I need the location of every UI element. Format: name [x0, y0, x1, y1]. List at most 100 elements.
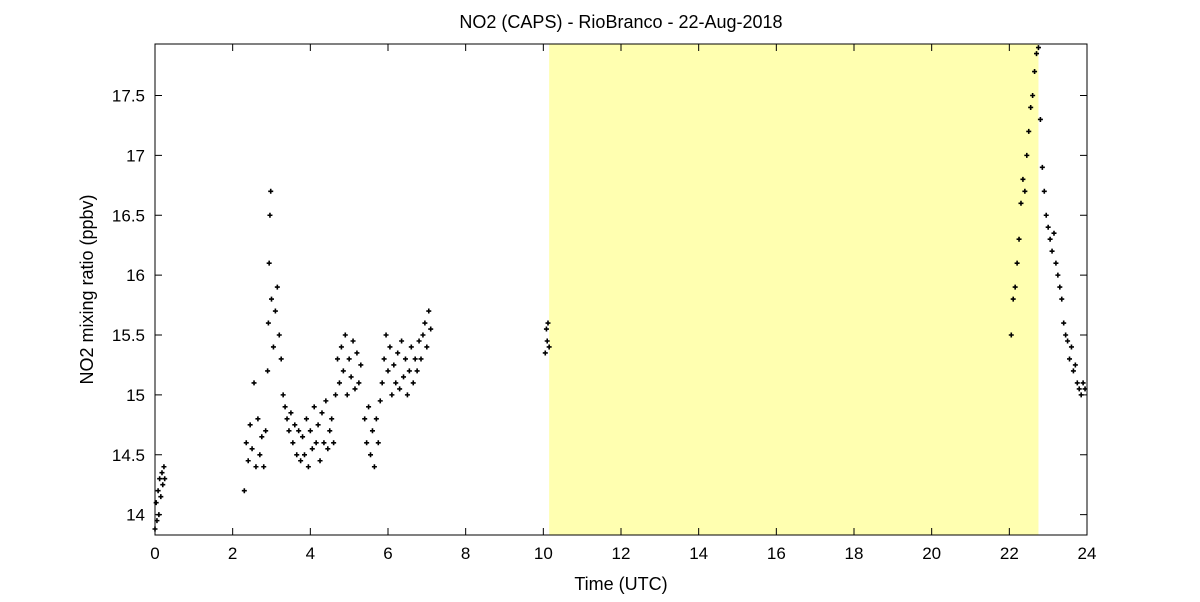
- data-point: [1041, 188, 1047, 194]
- data-point: [278, 356, 284, 362]
- data-point: [426, 308, 432, 314]
- data-point: [319, 410, 325, 416]
- y-tick-label: 16.5: [112, 206, 145, 225]
- y-tick-label: 16: [126, 266, 145, 285]
- x-axis-ticks: 0 2 4 6 8 10 12 14 16 18 20 22 24: [150, 44, 1096, 563]
- y-tick-label: 17: [126, 146, 145, 165]
- data-point: [321, 440, 327, 446]
- data-point: [1024, 152, 1030, 158]
- highlight-band: [549, 44, 1039, 535]
- y-axis-label: NO2 mixing ratio (ppbv): [77, 194, 97, 384]
- data-point: [290, 440, 296, 446]
- data-point: [1016, 236, 1022, 242]
- data-point: [366, 404, 372, 410]
- data-point: [412, 356, 418, 362]
- data-point: [401, 374, 407, 380]
- data-point: [1063, 332, 1069, 338]
- data-point: [329, 416, 335, 422]
- data-point: [298, 458, 304, 464]
- data-point: [1057, 284, 1063, 290]
- data-point: [408, 344, 414, 350]
- x-tick-label: 0: [150, 544, 159, 563]
- data-point: [270, 344, 276, 350]
- data-point: [265, 368, 271, 374]
- data-point: [1074, 380, 1080, 386]
- data-point: [395, 350, 401, 356]
- data-point: [267, 212, 273, 218]
- x-tick-label: 20: [922, 544, 941, 563]
- data-point: [288, 410, 294, 416]
- data-point: [257, 452, 263, 458]
- data-point: [546, 344, 552, 350]
- data-point: [251, 380, 257, 386]
- data-point: [383, 332, 389, 338]
- data-point: [296, 428, 302, 434]
- data-point: [1032, 69, 1038, 75]
- y-tick-label: 15.5: [112, 326, 145, 345]
- data-point: [393, 380, 399, 386]
- data-point: [338, 344, 344, 350]
- data-point: [303, 416, 309, 422]
- data-point: [331, 440, 337, 446]
- data-point: [284, 416, 290, 422]
- data-point: [274, 284, 280, 290]
- data-point: [263, 428, 269, 434]
- data-point: [155, 488, 161, 494]
- chart-title: NO2 (CAPS) - RioBranco - 22-Aug-2018: [459, 12, 782, 32]
- data-point: [387, 344, 393, 350]
- data-point: [389, 392, 395, 398]
- data-point: [1067, 356, 1073, 362]
- data-point: [294, 452, 300, 458]
- data-point: [160, 482, 166, 488]
- data-point: [1012, 284, 1018, 290]
- data-point: [1055, 272, 1061, 278]
- data-point: [340, 368, 346, 374]
- y-tick-label: 14: [126, 506, 145, 525]
- data-point: [153, 500, 159, 506]
- x-tick-label: 10: [534, 544, 553, 563]
- data-point: [241, 488, 247, 494]
- data-point: [420, 332, 426, 338]
- data-point: [311, 404, 317, 410]
- data-point: [247, 422, 253, 428]
- data-point: [1014, 260, 1020, 266]
- data-point: [325, 446, 331, 452]
- data-point: [1068, 344, 1074, 350]
- data-point: [1049, 248, 1055, 254]
- x-axis-label: Time (UTC): [574, 574, 667, 594]
- data-point: [161, 464, 167, 470]
- scatter-points: [152, 45, 1088, 532]
- data-point: [428, 326, 434, 332]
- data-point: [377, 398, 383, 404]
- data-point: [333, 392, 339, 398]
- data-point: [543, 326, 549, 332]
- data-point: [249, 446, 255, 452]
- y-tick-label: 14.5: [112, 446, 145, 465]
- x-tick-label: 6: [383, 544, 392, 563]
- data-point: [346, 356, 352, 362]
- data-point: [1059, 296, 1065, 302]
- y-tick-label: 15: [126, 386, 145, 405]
- x-tick-label: 16: [767, 544, 786, 563]
- data-point: [1020, 176, 1026, 182]
- data-point: [422, 320, 428, 326]
- data-point: [1010, 296, 1016, 302]
- data-point: [1034, 51, 1040, 57]
- data-point: [1008, 332, 1014, 338]
- data-point: [162, 476, 168, 482]
- data-point: [399, 338, 405, 344]
- x-tick-label: 24: [1078, 544, 1097, 563]
- data-point: [424, 344, 430, 350]
- data-point: [1065, 338, 1071, 344]
- data-point: [544, 338, 550, 344]
- data-point: [280, 392, 286, 398]
- data-point: [352, 386, 358, 392]
- data-point: [1045, 224, 1051, 230]
- data-point: [313, 440, 319, 446]
- data-point: [391, 362, 397, 368]
- data-point: [1053, 260, 1059, 266]
- data-point: [335, 356, 341, 362]
- data-point: [354, 350, 360, 356]
- data-point: [385, 368, 391, 374]
